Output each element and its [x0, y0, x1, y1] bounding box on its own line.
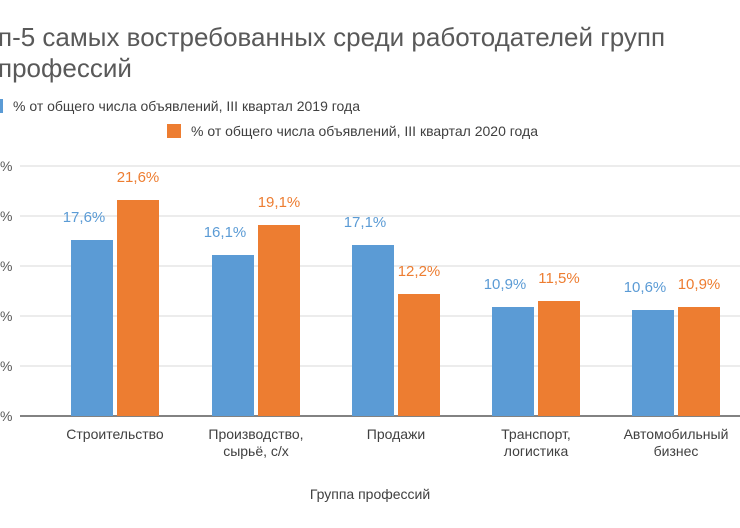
legend-item-2020: % от общего числа объявлений, III кварта… [167, 123, 538, 139]
legend-label-2019: % от общего числа объявлений, III кварта… [13, 98, 360, 114]
bar-2019 [212, 255, 254, 416]
bar-2020 [678, 307, 720, 416]
x-tick-label: Автомобильный [624, 426, 729, 442]
data-label: 10,9% [484, 276, 527, 293]
x-tick-label: сырьё, с/х [223, 443, 289, 459]
bar-2020 [538, 301, 580, 416]
y-tick-label: % [0, 308, 12, 324]
bar-2019 [492, 307, 534, 416]
legend-item-2019: % от общего числа объявлений, III кварта… [0, 98, 360, 114]
legend-swatch-2019 [0, 99, 3, 113]
x-tick-label: Строительство [66, 426, 164, 442]
bar-2019 [352, 245, 394, 416]
y-tick-label: % [0, 208, 12, 224]
bar-2020 [117, 200, 159, 416]
x-tick-label: Транспорт, [501, 426, 571, 442]
data-label: 10,6% [624, 279, 667, 296]
data-label: 16,1% [204, 224, 247, 241]
data-label: 17,1% [344, 214, 387, 231]
y-tick-label: % [0, 408, 12, 424]
y-tick-label: % [0, 158, 12, 174]
bar-2019 [632, 310, 674, 416]
bar-2020 [258, 225, 300, 416]
x-axis-title: Группа профессий [309, 486, 431, 502]
x-tick-label: логистика [504, 443, 569, 459]
data-label: 17,6% [63, 209, 106, 226]
bar-2019 [71, 240, 113, 416]
y-tick-label: % [0, 258, 12, 274]
data-label: 19,1% [258, 194, 301, 211]
legend-label-2020: % от общего числа объявлений, III кварта… [191, 123, 538, 139]
data-label: 21,6% [117, 169, 160, 186]
data-label: 10,9% [678, 276, 721, 293]
chart-title: п-5 самых востребованных среди работодат… [0, 22, 666, 83]
legend-swatch-2020 [167, 124, 181, 138]
data-label: 11,5% [538, 270, 579, 287]
data-label: 12,2% [398, 263, 441, 280]
y-tick-label: % [0, 358, 12, 374]
bar-2020 [398, 294, 440, 416]
x-tick-label: Продажи [367, 426, 425, 442]
x-tick-label: бизнес [654, 443, 699, 459]
x-tick-label: Производство, [208, 426, 303, 442]
